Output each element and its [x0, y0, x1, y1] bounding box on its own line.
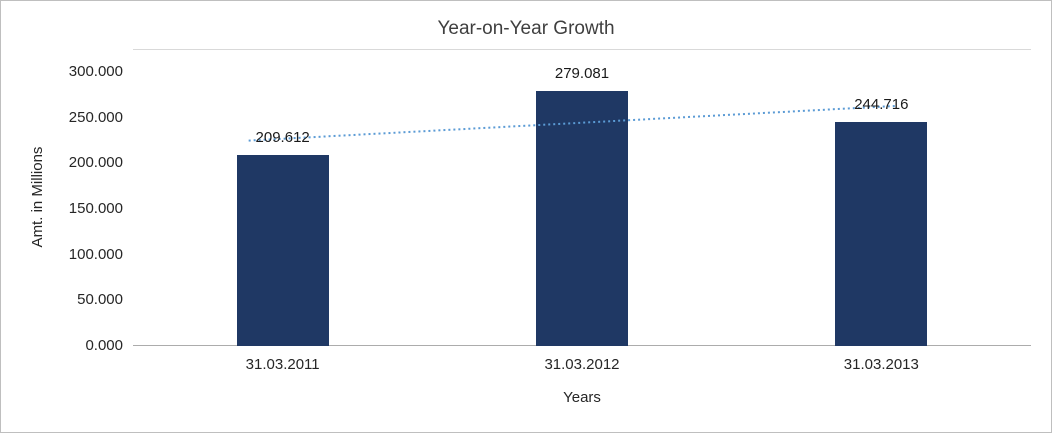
y-tick-label: 0.000: [85, 337, 123, 354]
data-label: 209.612: [255, 128, 310, 146]
x-tick-label: 31.03.2011: [245, 356, 320, 373]
y-tick-label: 250.000: [68, 108, 123, 126]
y-tick-label: 50.000: [77, 291, 123, 309]
bar: [536, 91, 628, 346]
x-tick-label: 31.03.2013: [843, 356, 919, 373]
y-tick-label: 200.000: [68, 154, 123, 172]
y-tick-label: 100.000: [68, 245, 123, 263]
bar: [835, 122, 928, 346]
bar: [236, 154, 329, 346]
chart-title: Year-on-Year Growth: [437, 18, 615, 39]
y-tick-label: 300.000: [68, 63, 123, 80]
data-label: 244.716: [854, 96, 909, 114]
y-tick-label: 150.000: [68, 200, 123, 217]
x-tick-label: 31.03.2012: [544, 356, 620, 373]
data-label: 279.081: [554, 65, 610, 83]
x-axis-title: Years: [563, 389, 601, 406]
